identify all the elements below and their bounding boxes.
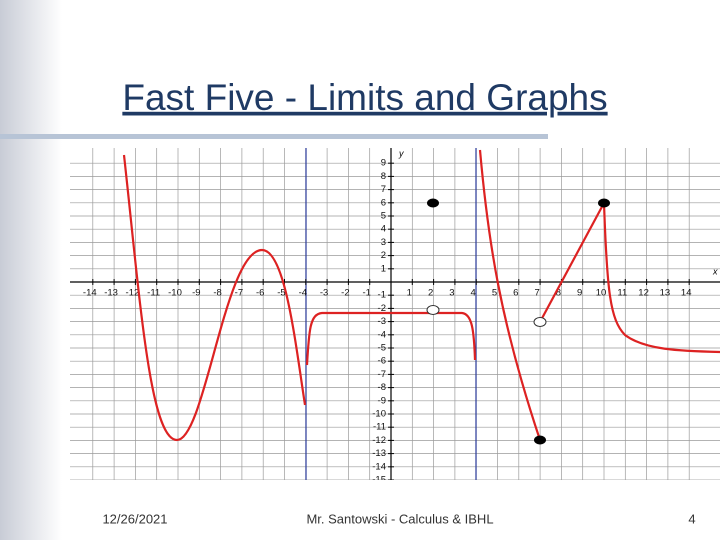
slide-title: Fast Five - Limits and Graphs (122, 77, 607, 118)
y-tick-label: 3 (381, 237, 386, 248)
y-tick-label: -15 (372, 475, 386, 486)
x-tick-label: 3 (449, 288, 454, 299)
curve (602, 202, 720, 354)
y-tick-label: -5 (378, 343, 386, 354)
y-tick-label: -12 (372, 435, 386, 446)
page-number: 4 (688, 511, 695, 526)
y-tick-label: -8 (378, 382, 386, 393)
x-tick-label: 4 (471, 288, 476, 299)
filled-point (598, 198, 610, 208)
x-tick-label: 1 (407, 288, 412, 299)
y-tick-label: -3 (378, 316, 386, 327)
y-axis-label: y (398, 148, 404, 158)
x-tick-label: -9 (192, 288, 200, 299)
side-band (0, 0, 62, 540)
x-tick-label: -10 (168, 288, 182, 299)
footer-date: 12/26/2021 (102, 511, 167, 526)
x-tick-label: 13 (660, 288, 671, 299)
x-tick-label: -13 (104, 288, 118, 299)
y-tick-label: -4 (378, 329, 386, 340)
y-tick-label: -2 (378, 303, 386, 314)
y-tick-label: 1 (381, 263, 386, 274)
y-tick-label: 9 (381, 158, 386, 169)
x-tick-label: -14 (83, 288, 97, 299)
y-tick-label: -7 (378, 369, 386, 380)
x-tick-label: -4 (299, 288, 307, 299)
y-tick-label: -1 (378, 290, 386, 301)
open-point (426, 305, 440, 315)
x-tick-label: 5 (492, 288, 497, 299)
x-tick-label: -7 (235, 288, 243, 299)
y-tick-label: 8 (381, 171, 386, 182)
grid (70, 148, 720, 480)
tick-labels: -14 -13 -12 -11 -10 -9 -8 -7 -6 -5 -4 -3 -2 -1 1 2 3 4 5 6 7… (83, 158, 692, 486)
curves (122, 149, 720, 442)
x-tick-label: -12 (126, 288, 140, 299)
x-tick-label: -6 (256, 288, 264, 299)
x-tick-label: 10 (596, 288, 607, 299)
x-tick-label: 12 (638, 288, 649, 299)
footer-author: Mr. Santowski - Calculus & IBHL (306, 511, 493, 526)
x-tick-label: -8 (213, 288, 221, 299)
open-point (533, 317, 547, 327)
filled-point (534, 435, 546, 445)
graph: -14 -13 -12 -11 -10 -9 -8 -7 -6 -5 -4 -3 -2 -1 1 2 3 4 5 6 7… (70, 148, 720, 486)
y-tick-label: -6 (378, 356, 386, 367)
x-tick-label: 8 (556, 288, 561, 299)
x-tick-label: 11 (617, 288, 627, 299)
y-tick-label: 6 (381, 197, 386, 208)
y-tick-label: -13 (372, 448, 386, 459)
x-tick-label: 2 (428, 288, 433, 299)
filled-point (427, 198, 439, 208)
y-tick-label: 2 (381, 250, 386, 261)
x-tick-label: 9 (577, 288, 582, 299)
curve (305, 311, 477, 366)
x-tick-label: -1 (362, 288, 370, 299)
y-tick-label: -10 (372, 409, 386, 420)
y-tick-label: -14 (372, 461, 386, 472)
y-tick-label: 4 (381, 224, 386, 235)
curve (478, 149, 542, 441)
x-tick-label: -11 (147, 288, 160, 299)
segment (539, 202, 605, 323)
y-tick-label: 7 (381, 184, 386, 195)
x-axis-label: x (712, 266, 718, 276)
x-tick-label: -2 (341, 288, 349, 299)
x-tick-label: -5 (277, 288, 285, 299)
x-tick-label: 14 (681, 288, 692, 299)
title-rule (0, 134, 548, 139)
y-tick-label: 5 (381, 211, 386, 222)
x-tick-label: 7 (534, 288, 539, 299)
curve (122, 154, 307, 442)
x-tick-label: 6 (513, 288, 518, 299)
y-tick-label: -11 (373, 422, 386, 433)
x-tick-label: -3 (320, 288, 328, 299)
y-tick-label: -9 (378, 395, 386, 406)
